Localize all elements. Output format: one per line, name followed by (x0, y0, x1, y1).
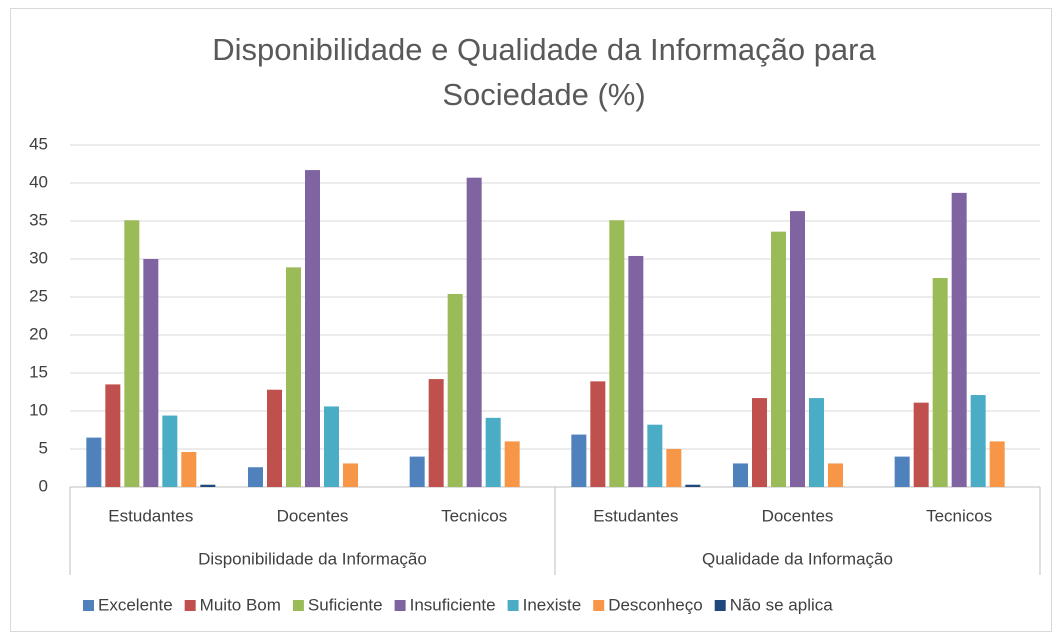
legend-label: Insuficiente (410, 595, 496, 614)
x-tick-label: Estudantes (108, 506, 193, 525)
bar (752, 398, 767, 487)
legend-swatch (184, 600, 196, 611)
y-tick-label: 15 (29, 362, 48, 381)
y-tick-label: 20 (29, 324, 48, 343)
bar (343, 463, 358, 487)
bar (200, 484, 216, 487)
y-tick-label: 30 (29, 248, 48, 267)
bar (485, 417, 501, 487)
bar (809, 398, 824, 487)
bar (571, 434, 587, 487)
legend-label: Muito Bom (200, 595, 281, 614)
bar (771, 231, 786, 487)
bar (504, 441, 520, 487)
bar (124, 220, 140, 488)
bar (828, 463, 843, 487)
bar (105, 384, 121, 487)
legend-label: Não se aplica (730, 595, 834, 614)
y-tick-label: 45 (29, 134, 48, 153)
x-tick-label: Estudantes (593, 506, 678, 525)
bar (666, 449, 682, 487)
legend-label: Excelente (98, 595, 173, 614)
x-tick-label: Docentes (277, 506, 349, 525)
bar (989, 441, 1005, 487)
group-label: Disponibilidade da Informação (198, 549, 427, 568)
bar (951, 192, 967, 487)
chart-title: Sociedade (%) (442, 77, 645, 112)
bar (628, 255, 644, 487)
bar (894, 456, 910, 487)
legend-swatch (394, 600, 406, 611)
bar (86, 437, 102, 487)
group-label: Qualidade da Informação (702, 549, 893, 568)
bar (466, 177, 482, 487)
bar (590, 381, 606, 487)
bar (970, 395, 986, 487)
legend-swatch (593, 600, 605, 611)
bar (162, 415, 178, 487)
y-tick-label: 10 (29, 400, 48, 419)
legend-label: Inexiste (523, 595, 582, 614)
bar (143, 259, 159, 487)
y-tick-label: 35 (29, 210, 48, 229)
y-tick-label: 0 (39, 476, 48, 495)
legend-swatch (292, 600, 304, 611)
bar (409, 456, 425, 487)
legend-label: Desconheço (608, 595, 703, 614)
bar (324, 406, 339, 487)
legend-swatch (507, 600, 519, 611)
bar (932, 278, 948, 487)
x-tick-label: Tecnicos (926, 506, 992, 525)
x-tick-label: Tecnicos (441, 506, 507, 525)
bar (305, 170, 320, 487)
bar (428, 379, 444, 487)
bar (248, 467, 263, 487)
bar (447, 293, 463, 487)
legend-swatch (83, 600, 94, 611)
bar (181, 452, 197, 487)
bar (609, 220, 625, 488)
y-tick-label: 40 (29, 172, 48, 191)
bar (733, 463, 748, 487)
bar (913, 402, 929, 487)
y-tick-label: 5 (39, 438, 48, 457)
y-tick-label: 25 (29, 286, 48, 305)
bar (790, 211, 805, 487)
chart-border (10, 8, 1052, 632)
bar (685, 484, 701, 487)
x-tick-label: Docentes (762, 506, 834, 525)
legend-label: Suficiente (308, 595, 383, 614)
legend-swatch (714, 600, 726, 611)
bar (647, 424, 663, 487)
bar (267, 389, 282, 487)
bar (286, 267, 301, 487)
chart-title: Disponibilidade e Qualidade da Informaçã… (212, 32, 876, 67)
